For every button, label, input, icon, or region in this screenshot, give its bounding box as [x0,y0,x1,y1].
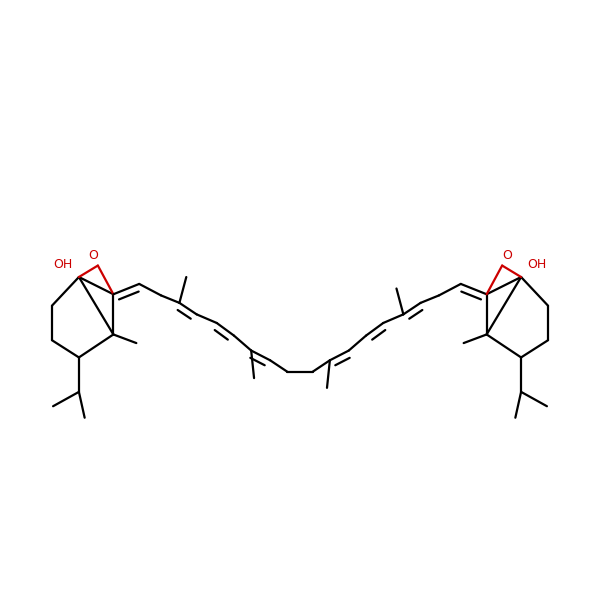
Text: O: O [88,249,98,262]
Text: OH: OH [53,258,73,271]
Text: O: O [502,249,512,262]
Text: OH: OH [527,258,547,271]
